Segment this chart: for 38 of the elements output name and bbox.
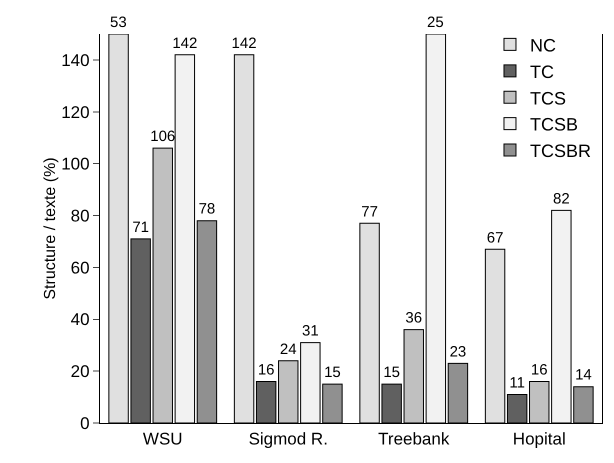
legend-label: TCSB: [530, 114, 578, 135]
y-tick-label: 100: [61, 154, 90, 174]
y-tick-label: 60: [70, 258, 90, 278]
data-label: 78: [198, 200, 216, 218]
data-label: 77: [361, 203, 378, 220]
legend-label: TCSBR: [530, 141, 591, 162]
x-tick-label: Hopital: [512, 429, 566, 448]
data-label: 15: [324, 364, 341, 382]
text: 25: [427, 14, 444, 31]
data-label: 142: [232, 34, 257, 52]
y-tick-label: 120: [61, 102, 90, 122]
data-label: 14: [575, 366, 592, 384]
data-label: 16: [530, 362, 548, 379]
data-label: 71: [132, 218, 150, 236]
data-label: 23: [450, 343, 466, 360]
legend-label: TCS: [530, 88, 566, 108]
data-label: 31: [302, 322, 319, 340]
y-tick-label: 40: [70, 310, 90, 330]
data-label: 16: [258, 362, 275, 379]
y-tick-label: 80: [70, 206, 90, 226]
y-tick-label: 0: [80, 414, 90, 433]
x-tick-label: Sigmod R.: [248, 429, 328, 448]
data-label: 36: [405, 310, 422, 327]
x-tick-label: WSU: [142, 429, 183, 448]
data-label: 67: [486, 229, 504, 246]
data-label: 24: [280, 340, 297, 358]
data-label: 11: [509, 374, 525, 392]
x-tick-label: Treebank: [378, 429, 450, 448]
data-label: 142: [172, 34, 198, 52]
data-label: 15: [383, 364, 400, 382]
legend-label: TC: [530, 62, 554, 82]
legend-label: NC: [530, 35, 556, 56]
y-tick-label: 20: [70, 362, 90, 382]
text: 53: [110, 14, 127, 31]
y-tick-label: 140: [61, 50, 90, 70]
data-label: 106: [150, 128, 176, 146]
data-label: 82: [552, 190, 570, 208]
y-axis-title: Structure / texte (%): [42, 157, 60, 300]
